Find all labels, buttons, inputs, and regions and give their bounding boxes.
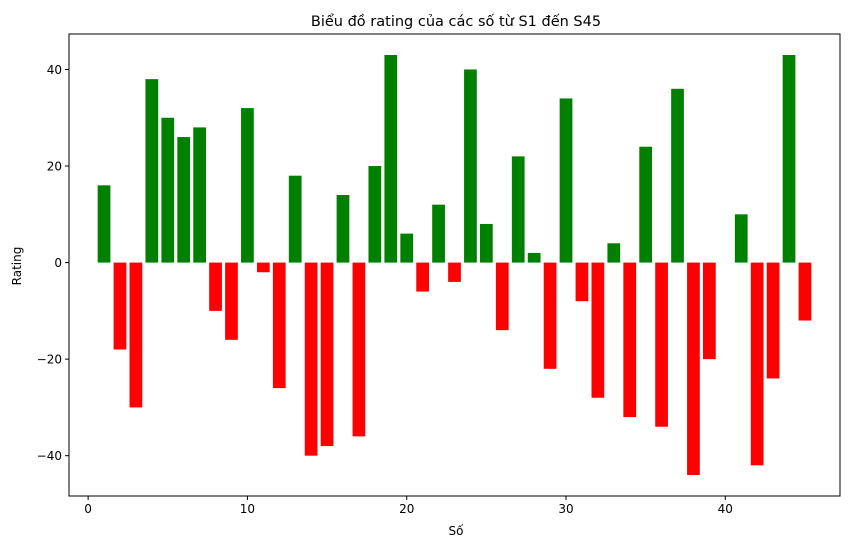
y-tick-label: −40 [37, 449, 62, 463]
bar-s23 [448, 262, 461, 282]
y-tick-label: 40 [47, 63, 62, 77]
bar-s33 [607, 243, 621, 263]
y-axis-ticks: −40 −20 0 20 40 [37, 63, 69, 463]
bar-s3 [129, 262, 143, 408]
x-tick-label: 40 [718, 502, 733, 516]
bar-s17 [352, 262, 366, 437]
bar-s43 [766, 262, 780, 379]
bar-s35 [639, 146, 653, 263]
bar-s45 [798, 262, 812, 321]
y-tick-label: 20 [47, 160, 62, 174]
bars-group [97, 55, 812, 475]
plot-area: 0 10 20 30 40 −40 −20 0 20 40 [37, 33, 841, 516]
bar-s38 [687, 262, 700, 475]
bar-s8 [209, 262, 222, 311]
bar-s21 [416, 262, 430, 292]
bar-s37 [671, 88, 684, 263]
bar-s25 [479, 223, 493, 263]
x-tick-label: 0 [84, 502, 92, 516]
bar-s5 [161, 117, 175, 263]
x-axis-label: Số [449, 524, 465, 538]
bar-s15 [320, 262, 334, 447]
x-tick-label: 20 [399, 502, 414, 516]
bar-s34 [623, 262, 637, 418]
bar-s2 [113, 262, 127, 350]
bar-s31 [575, 262, 589, 302]
y-tick-label: −20 [37, 353, 62, 367]
bar-s12 [272, 262, 286, 389]
bar-s19 [384, 55, 398, 263]
y-tick-label: 0 [54, 256, 62, 270]
chart-title: Biểu đồ rating của các số từ S1 đến S45 [311, 13, 601, 30]
bar-s20 [400, 233, 414, 263]
bar-s29 [543, 262, 557, 369]
y-axis-label: Rating [10, 247, 24, 286]
x-axis-ticks: 0 10 20 30 40 [84, 496, 733, 516]
bar-s22 [432, 204, 445, 263]
bar-s18 [368, 166, 382, 263]
bar-s26 [495, 262, 509, 331]
x-tick-label: 30 [558, 502, 573, 516]
bar-s13 [288, 175, 302, 263]
bar-s6 [177, 137, 191, 263]
bar-s4 [145, 79, 159, 263]
bar-s42 [750, 262, 764, 466]
bar-s16 [336, 195, 350, 263]
bar-s28 [527, 252, 541, 263]
bar-s36 [655, 262, 668, 427]
bar-s14 [304, 262, 318, 456]
bar-s24 [464, 69, 477, 263]
bar-s30 [559, 98, 573, 263]
bar-s9 [225, 262, 238, 340]
bar-s1 [97, 185, 111, 263]
bar-s10 [241, 108, 254, 263]
x-tick-label: 10 [240, 502, 255, 516]
plot-frame [68, 33, 841, 497]
bar-s32 [591, 262, 605, 398]
bar-s41 [734, 214, 748, 263]
bar-s7 [193, 127, 206, 263]
bar-s11 [256, 262, 270, 273]
bar-s27 [511, 156, 525, 263]
bar-s39 [703, 262, 716, 360]
bar-s44 [782, 55, 796, 263]
